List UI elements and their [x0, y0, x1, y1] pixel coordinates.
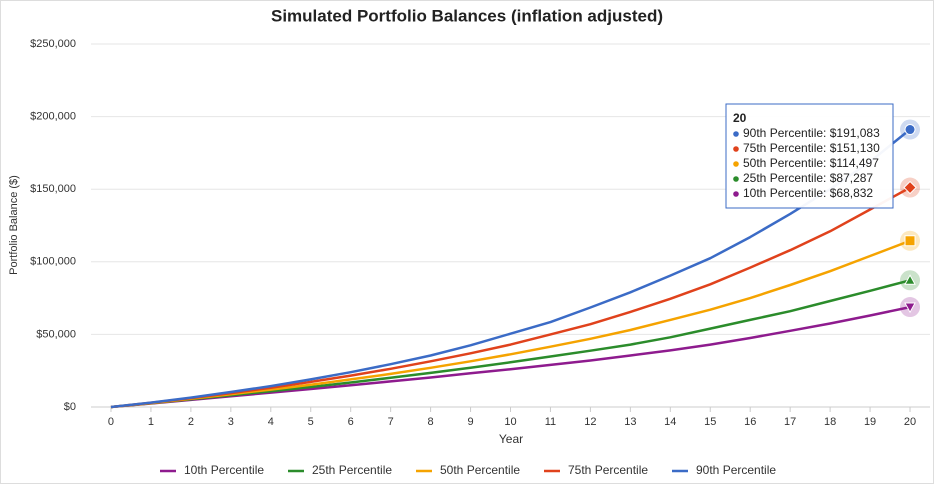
x-tick-label: 4 — [268, 416, 274, 428]
tooltip-row: 50th Percentile: $114,497 — [743, 156, 879, 170]
x-tick-label: 6 — [348, 416, 354, 428]
x-tick-label: 10 — [504, 416, 516, 428]
x-tick-label: 20 — [904, 416, 916, 428]
legend-label: 90th Percentile — [696, 463, 776, 477]
x-tick-label: 14 — [664, 416, 676, 428]
legend-label: 10th Percentile — [184, 463, 264, 477]
chart-title: Simulated Portfolio Balances (inflation … — [271, 6, 663, 25]
legend-label: 75th Percentile — [568, 463, 648, 477]
x-tick-label: 19 — [864, 416, 876, 428]
tooltip-bullet — [733, 146, 739, 152]
legend: 10th Percentile 25th Percentile 50th Perce… — [160, 463, 776, 477]
x-tick-label: 13 — [624, 416, 636, 428]
x-tick-label: 1 — [148, 416, 154, 428]
end-marker — [904, 274, 916, 285]
series-line — [110, 186, 911, 409]
tooltip-bullet — [733, 131, 739, 137]
y-tick-label: $100,000 — [30, 256, 76, 268]
tooltip-bullet — [733, 161, 739, 167]
tooltip-row: 10th Percentile: $68,832 — [743, 186, 873, 200]
y-tick-label: $150,000 — [30, 183, 76, 195]
x-tick-label: 7 — [388, 416, 394, 428]
tooltip-bullet — [733, 191, 739, 197]
x-tick-label: 0 — [108, 416, 114, 428]
legend-label: 25th Percentile — [312, 463, 392, 477]
x-tick-label: 17 — [784, 416, 796, 428]
tooltip-bullet — [733, 176, 739, 182]
x-tick-label: 2 — [188, 416, 194, 428]
x-tick-label: 18 — [824, 416, 836, 428]
x-tick-label: 15 — [704, 416, 716, 428]
tooltip-row: 90th Percentile: $191,083 — [743, 126, 880, 140]
tooltip-title: 20 — [733, 111, 747, 125]
x-tick-label: 11 — [545, 416, 556, 428]
x-tick-label: 5 — [308, 416, 314, 428]
y-tick-label: $50,000 — [36, 328, 76, 340]
end-marker — [904, 235, 916, 247]
tooltip-row: 75th Percentile: $151,130 — [743, 141, 880, 155]
tooltip-box — [725, 103, 894, 209]
x-tick-label: 16 — [744, 416, 756, 428]
legend-label: 50th Percentile — [440, 463, 520, 477]
x-axis-label: Year — [499, 432, 523, 446]
end-marker — [903, 180, 917, 195]
series-line — [110, 239, 911, 409]
y-tick-label: $250,000 — [30, 38, 76, 50]
tooltip-row: 25th Percentile: $87,287 — [743, 171, 873, 185]
x-tick-label: 12 — [584, 416, 596, 428]
x-tick-label: 9 — [467, 416, 473, 428]
y-tick-label: $0 — [64, 401, 76, 413]
end-marker — [904, 124, 916, 136]
x-tick-label: 3 — [228, 416, 234, 428]
end-marker — [904, 302, 916, 314]
series-line — [110, 128, 911, 409]
y-axis-label: Portfolio Balance ($) — [8, 175, 20, 275]
y-tick-label: $200,000 — [30, 111, 76, 123]
x-tick-label: 8 — [428, 416, 434, 428]
